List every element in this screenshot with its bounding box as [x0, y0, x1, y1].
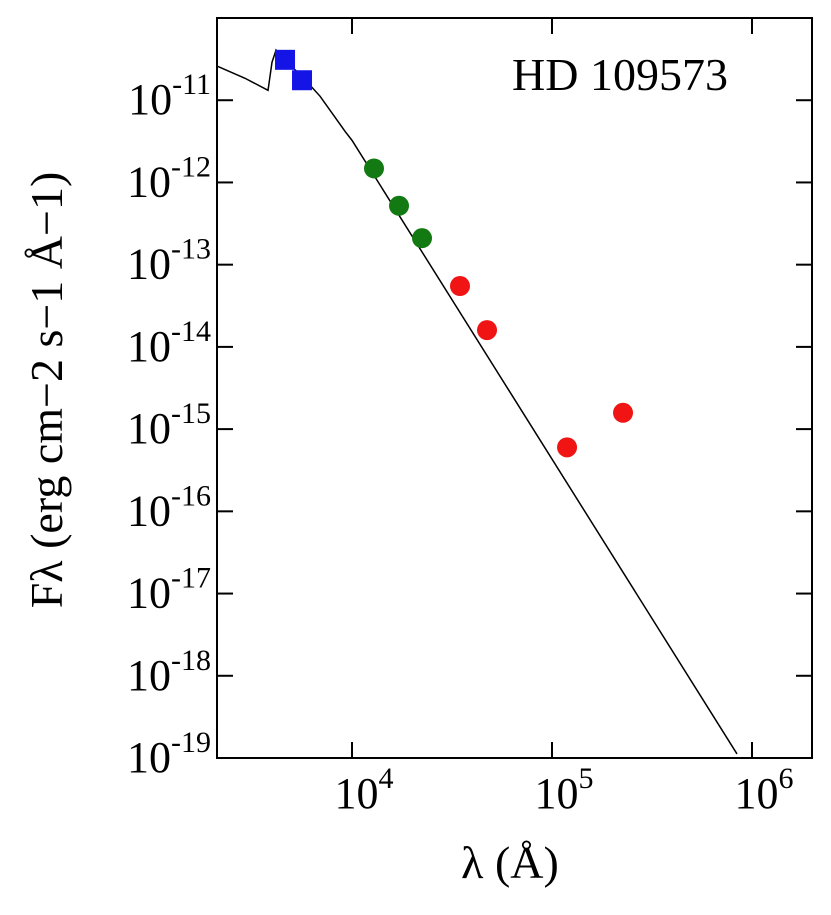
circle-marker	[477, 320, 498, 341]
square-marker	[292, 70, 313, 91]
tick-label: 10-16	[127, 479, 211, 535]
tick-label: 10-13	[127, 233, 211, 289]
tick-label: 10-11	[128, 68, 211, 124]
tick-label: 104	[335, 762, 394, 818]
tick-label: 106	[735, 762, 794, 818]
tick-label: 10-17	[127, 562, 211, 618]
circle-marker	[389, 195, 410, 216]
circle-marker	[613, 402, 634, 423]
square-marker	[275, 49, 296, 70]
tick-label: 10-12	[127, 150, 211, 206]
circle-marker	[557, 437, 578, 458]
circle-marker	[363, 158, 384, 179]
circle-marker	[412, 228, 433, 249]
y-axis-label: Fλ (erg cm−2 s−1 Å−1)	[21, 172, 72, 609]
plot-frame	[216, 17, 813, 759]
model-line	[217, 48, 738, 755]
circle-marker	[450, 276, 471, 297]
tick-label: 10-14	[127, 315, 211, 371]
tick-label: 10-15	[127, 397, 211, 453]
x-axis-label: λ (Å)	[461, 837, 559, 888]
tick-label: 105	[535, 762, 594, 818]
tick-label: 10-18	[127, 644, 211, 700]
annotation: HD 109573	[512, 49, 728, 100]
tick-label: 10-19	[127, 726, 211, 782]
